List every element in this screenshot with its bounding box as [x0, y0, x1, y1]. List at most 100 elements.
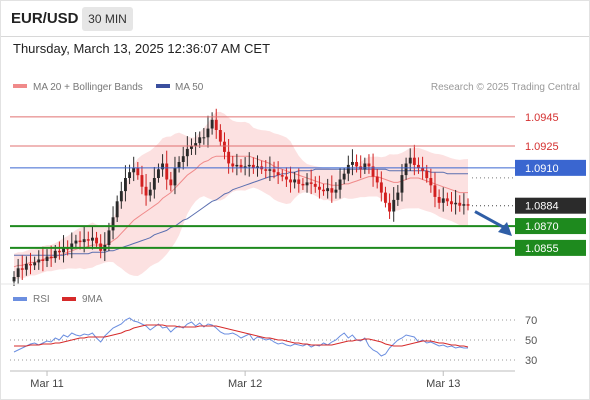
x-axis: Mar 11 Mar 12 Mar 13 — [30, 371, 460, 390]
candle — [53, 250, 57, 259]
source-credit: Research © 2025 Trading Central — [431, 82, 580, 93]
candle — [95, 237, 98, 244]
candle — [363, 163, 367, 170]
candle — [33, 262, 37, 266]
rsi-tick-label: 70 — [525, 315, 537, 327]
rsi-ma-legend-swatch — [62, 297, 76, 301]
candle — [107, 230, 111, 245]
candle — [355, 162, 358, 167]
candle — [144, 186, 148, 196]
candle — [264, 169, 268, 171]
candle — [285, 176, 288, 180]
candle — [173, 167, 177, 186]
candle — [268, 169, 272, 171]
x-tick-label: Mar 12 — [228, 378, 262, 390]
rsi-legend-swatch — [13, 297, 27, 301]
candle — [243, 166, 247, 168]
candle — [408, 157, 412, 164]
candle — [437, 197, 441, 203]
candle — [165, 163, 169, 180]
candle — [157, 169, 160, 178]
candle — [334, 189, 338, 193]
candle — [322, 189, 325, 192]
top-bar: EUR/USD 30 MIN — [0, 0, 590, 36]
candle — [276, 172, 280, 176]
candle — [433, 185, 437, 197]
pivot-label-box — [515, 159, 586, 176]
last-price-label: 1.0884 — [525, 201, 559, 213]
ma20-line — [13, 155, 468, 268]
candle — [429, 178, 433, 186]
candle — [338, 179, 342, 190]
candle — [247, 164, 251, 167]
candle — [190, 146, 193, 149]
rsi-tick-label: 30 — [525, 355, 537, 367]
candle — [20, 268, 24, 270]
ma50-legend-swatch — [156, 84, 170, 88]
support-label: 1.0870 — [525, 221, 559, 233]
ma20-legend-label: MA 20 + Bollinger Bands — [33, 82, 143, 93]
ma50-legend-label: MA 50 — [175, 82, 204, 93]
candle — [388, 202, 391, 212]
candle — [326, 188, 330, 192]
candle — [82, 239, 86, 243]
candle — [251, 164, 255, 168]
support-label: 1.0855 — [525, 243, 559, 255]
candle — [169, 179, 173, 186]
x-tick-label: Mar 11 — [30, 378, 63, 390]
candle — [16, 268, 20, 277]
candle — [367, 163, 371, 167]
candle — [445, 198, 449, 202]
candle — [421, 167, 425, 171]
rsi-line — [13, 317, 468, 357]
chart-datetime: Thursday, March 13, 2025 12:36:07 AM CET — [13, 41, 271, 56]
forecast-arrow-head — [498, 221, 512, 236]
candle — [450, 201, 453, 205]
candle — [124, 178, 127, 192]
candle — [194, 143, 198, 146]
candle — [74, 240, 78, 244]
candle — [256, 166, 259, 168]
candle — [78, 240, 82, 243]
candle — [227, 151, 231, 164]
candle — [181, 156, 185, 162]
pivot-label: 1.0910 — [525, 163, 559, 175]
candle — [62, 247, 65, 253]
candle — [45, 256, 49, 261]
rsi-legend-label: RSI — [33, 294, 50, 305]
candle — [404, 163, 408, 176]
rsi-ma-line — [14, 324, 469, 348]
candle — [371, 166, 375, 177]
candle — [58, 250, 61, 253]
candle — [231, 163, 235, 167]
header-divider — [0, 36, 590, 37]
candle — [318, 186, 321, 190]
candle — [115, 201, 119, 218]
candle — [119, 191, 123, 202]
candle — [136, 167, 140, 176]
candle — [218, 130, 222, 142]
candle — [198, 137, 202, 144]
candle — [111, 217, 115, 231]
candle — [132, 167, 136, 173]
timeframe-button[interactable]: 30 MIN — [82, 7, 133, 31]
candle — [441, 198, 445, 203]
candle — [289, 179, 292, 183]
candle — [177, 162, 181, 168]
candle — [305, 182, 309, 186]
support-label-box — [515, 218, 586, 235]
candle — [379, 182, 383, 193]
candle — [140, 175, 144, 187]
candle — [297, 179, 301, 184]
candle — [239, 164, 243, 168]
candle — [417, 164, 420, 168]
horizontal-levels: 1.0945 1.0925 1.0910 1.0884 1.0870 1.0855 — [10, 112, 586, 256]
symbol-title: EUR/USD — [11, 10, 79, 27]
bollinger-band — [14, 111, 468, 280]
candle — [375, 176, 379, 183]
candle — [70, 243, 74, 250]
candle — [210, 119, 214, 129]
ma50-line — [14, 168, 468, 256]
candle — [280, 175, 284, 177]
